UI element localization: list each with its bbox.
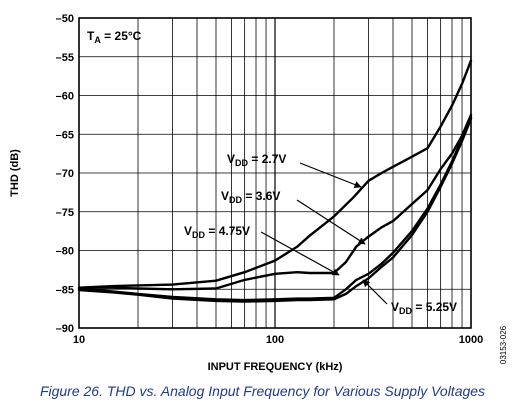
- series-label-2: VDD = 3.6V: [221, 189, 280, 205]
- series-label-3: VDD = 4.75V: [184, 224, 250, 240]
- series-line-3: [77, 116, 473, 302]
- series-label-1: VDD = 2.7V: [227, 152, 286, 168]
- temperature-condition-label: TA = 25°C: [87, 29, 142, 45]
- figure-id: 03153-026: [499, 325, 508, 364]
- figure-caption: Figure 26. THD vs. Analog Input Frequenc…: [39, 383, 486, 399]
- y-tick-label: –60: [56, 91, 74, 103]
- y-tick-label: –50: [56, 13, 74, 25]
- series-line-1: [77, 59, 473, 289]
- series-lines: [77, 59, 473, 303]
- x-tick-label: 10: [73, 334, 85, 346]
- series-line-2: [77, 113, 473, 291]
- series-line-4: [77, 117, 473, 303]
- series-leader-arrow-3: [260, 231, 340, 276]
- y-tick-label: –70: [56, 168, 74, 180]
- series-leader-arrow-1: [299, 162, 362, 188]
- plot-frame: [78, 17, 472, 329]
- x-tick-label: 100: [266, 334, 284, 346]
- grid: [79, 18, 471, 328]
- series-leader-arrow-4: [362, 279, 388, 305]
- y-tick-label: –75: [56, 207, 74, 219]
- y-tick-label: –55: [56, 52, 74, 64]
- y-axis-title: THD (dB): [9, 149, 21, 197]
- series-annotations: VDD = 2.7V VDD = 3.6V VDD = 4.75V VDD = 5.2…: [87, 29, 457, 316]
- y-tick-label: –90: [56, 323, 74, 335]
- x-axis-title: INPUT FREQUENCY (kHz): [208, 361, 343, 373]
- series-leader-arrow-2: [296, 199, 366, 245]
- x-tick-label: 1000: [459, 334, 483, 346]
- y-tick-label: –65: [56, 129, 74, 141]
- y-tick-label: –85: [56, 284, 74, 296]
- series-label-4: VDD = 5.25V: [391, 300, 457, 316]
- y-tick-label: –80: [56, 246, 74, 258]
